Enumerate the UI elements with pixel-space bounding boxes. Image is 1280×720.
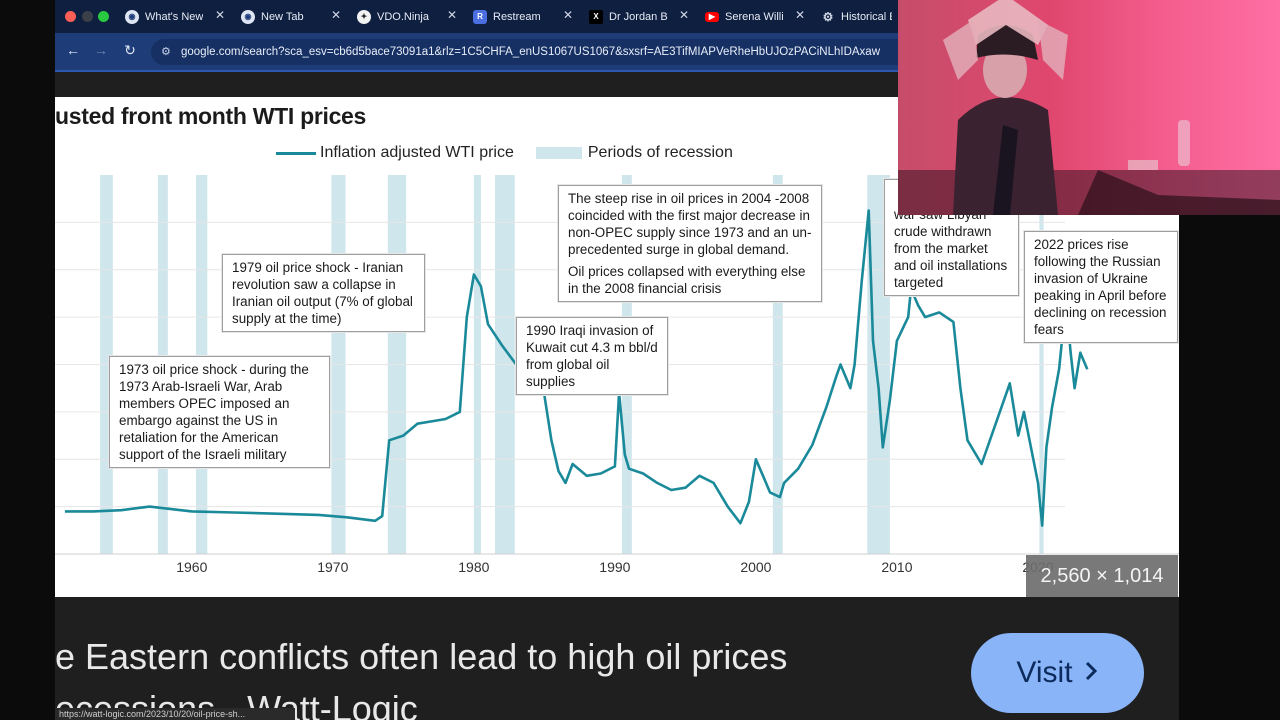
annotation-1979: 1979 oil price shock - Iranian revolutio… — [222, 254, 425, 332]
annotation-2004-text-1: The steep rise in oil prices in 2004 -20… — [568, 191, 812, 257]
tab-strip: ◉ What's New ✕ ◉ New Tab ✕ ✦ VDO.Ninja ✕… — [55, 0, 898, 33]
tab-title: What's New — [145, 10, 204, 23]
navigation-bar: ← → ↻ ⚙ google.com/search?sca_esv=cb6d5b… — [55, 33, 911, 72]
legend-line-swatch — [276, 151, 316, 155]
image-size-badge: 2,560 × 1,014 — [1026, 555, 1178, 597]
annotation-1973-text: 1973 oil price shock - during the 1973 A… — [119, 362, 309, 462]
restream-icon: R — [473, 9, 487, 24]
chrome-icon: ◉ — [125, 9, 139, 24]
x-tick-label: 2000 — [740, 559, 771, 575]
x-tick-label: 1980 — [458, 559, 489, 575]
annotation-1979-text: 1979 oil price shock - Iranian revolutio… — [232, 260, 413, 326]
visit-button[interactable]: Visit — [971, 633, 1144, 713]
forward-arrow-icon[interactable]: → — [94, 42, 108, 58]
minimize-window-button[interactable] — [82, 11, 93, 22]
address-bar-url: google.com/search?sca_esv=cb6d5bace73091… — [181, 46, 881, 58]
x-tick-label: 1990 — [599, 559, 630, 575]
webcam-overlay — [898, 0, 1280, 215]
legend: Inflation adjusted WTI price Periods of … — [276, 143, 733, 163]
back-arrow-icon[interactable]: ← — [66, 42, 80, 58]
tab-dr-jordan[interactable]: X Dr Jordan B ✕ — [583, 4, 693, 29]
reload-icon[interactable]: ↻ — [124, 42, 136, 58]
gear-icon: ⚙ — [822, 9, 834, 24]
legend-recession-swatch — [535, 147, 582, 159]
streamer-video-feed — [898, 0, 1280, 215]
annotation-1990-text: 1990 Iraqi invasion of Kuwait cut 4.3 m … — [526, 323, 658, 389]
tab-title: VDO.Ninja — [377, 10, 429, 23]
chart-title: usted front month WTI prices — [55, 103, 367, 129]
tab-title: Restream — [493, 10, 541, 23]
youtube-icon: ▶ — [705, 11, 719, 22]
tab-title: Serena Willi — [725, 10, 784, 23]
legend-label-recession: Periods of recession — [587, 144, 733, 161]
chevron-right-icon — [1083, 656, 1099, 690]
result-title-line-1[interactable]: e Eastern conflicts often lead to high o… — [55, 636, 788, 677]
tab-title: Dr Jordan B — [609, 10, 668, 23]
x-icon: X — [589, 9, 603, 24]
vdo-ninja-icon: ✦ — [357, 9, 371, 24]
tab-vdo-ninja[interactable]: ✦ VDO.Ninja ✕ — [351, 4, 461, 29]
annotation-2004-text-2: Oil prices collapsed with everything els… — [568, 264, 806, 296]
tab-new-tab[interactable]: ◉ New Tab ✕ — [235, 4, 345, 29]
x-tick-label: 1970 — [317, 559, 348, 575]
close-tab-icon[interactable]: ✕ — [794, 8, 805, 22]
x-tick-label: 1960 — [176, 559, 207, 575]
tab-restream[interactable]: R Restream ✕ — [467, 4, 577, 29]
tab-historical[interactable]: ⚙ Historical E — [815, 4, 898, 29]
annotation-2022-text: 2022 prices rise following the Russian i… — [1034, 237, 1167, 337]
tab-whats-new[interactable]: ◉ What's New ✕ — [119, 4, 229, 29]
wti-price-line — [64, 209, 1089, 527]
close-tab-icon[interactable]: ✕ — [214, 8, 225, 22]
legend-label-price: Inflation adjusted WTI price — [320, 144, 514, 161]
annotation-2011-text: war saw Libyan crude withdrawn from the … — [894, 207, 1008, 290]
maximize-window-button[interactable] — [98, 11, 109, 22]
chrome-icon: ◉ — [241, 9, 255, 24]
tab-title: New Tab — [261, 10, 304, 23]
site-settings-icon[interactable]: ⚙ — [161, 46, 171, 58]
x-tick-label: 2010 — [881, 559, 912, 575]
close-tab-icon[interactable]: ✕ — [562, 8, 573, 22]
status-bar-url: https://watt-logic.com/2023/10/20/oil-pr… — [55, 708, 295, 720]
close-tab-icon[interactable]: ✕ — [678, 8, 689, 22]
close-tab-icon[interactable]: ✕ — [446, 8, 457, 22]
annotation-1973: 1973 oil price shock - during the 1973 A… — [109, 356, 330, 468]
close-tab-icon[interactable]: ✕ — [330, 8, 341, 22]
annotation-1990: 1990 Iraqi invasion of Kuwait cut 4.3 m … — [516, 317, 668, 395]
annotation-2004: The steep rise in oil prices in 2004 -20… — [558, 185, 822, 302]
close-window-button[interactable] — [65, 11, 76, 22]
tab-serena[interactable]: ▶ Serena Willi ✕ — [699, 4, 809, 29]
visit-button-label: Visit — [1016, 656, 1073, 689]
address-bar[interactable]: ⚙ google.com/search?sca_esv=cb6d5bace730… — [151, 39, 911, 65]
tab-title: Historical E — [841, 10, 892, 23]
annotation-2022: 2022 prices rise following the Russian i… — [1024, 231, 1178, 343]
browser-window: ◉ What's New ✕ ◉ New Tab ✕ ✦ VDO.Ninja ✕… — [55, 0, 911, 72]
